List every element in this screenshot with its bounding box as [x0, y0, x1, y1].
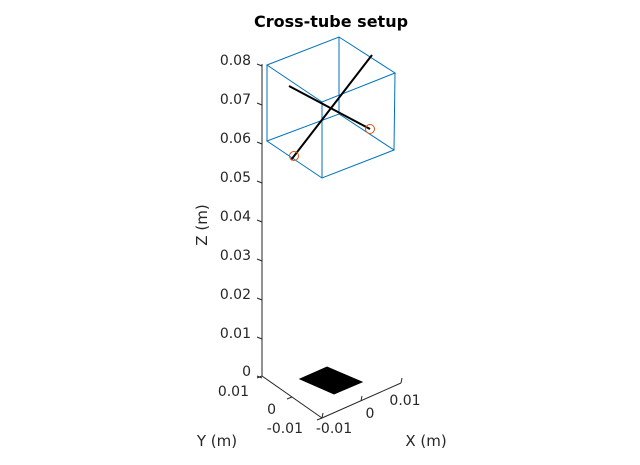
- z-tick-mark: [256, 258, 263, 262]
- x-tick-label: -0.01: [316, 421, 352, 437]
- z-tick-mark: [256, 102, 263, 106]
- base-plate: [298, 366, 364, 395]
- x-tick-mark: [321, 412, 324, 419]
- cube-top-face: [265, 36, 397, 103]
- cross-tubes: [288, 54, 373, 161]
- z-tick-mark: [256, 297, 263, 301]
- plot-title: Cross-tube setup: [254, 12, 408, 31]
- z-tick-label: 0.05: [220, 170, 251, 186]
- z-axis-label: Z (m): [193, 204, 211, 245]
- z-tick-mark: [256, 180, 263, 184]
- wireframe-cube: [265, 36, 397, 179]
- x-tick-label: 0: [366, 406, 375, 422]
- y-tick-mark: [316, 417, 323, 421]
- z-tick-label: 0.06: [220, 131, 251, 147]
- x-tick-mark: [360, 395, 363, 402]
- z-tick-mark: [256, 336, 263, 340]
- z-tick-label: 0: [242, 364, 251, 380]
- z-tick-label: 0.03: [220, 248, 251, 264]
- z-axis-ticks: [256, 63, 263, 379]
- z-tick-mark: [256, 141, 263, 145]
- z-axis: 0 0.01 0.02 0.03 0.04 0.05 0.06 0.07 0.0…: [193, 53, 263, 380]
- z-tick-label: 0.01: [220, 326, 251, 342]
- x-tick-mark: [400, 377, 403, 384]
- y-tick-mark: [256, 375, 263, 379]
- cube-edge: [393, 72, 396, 151]
- z-tick-mark: [256, 63, 263, 67]
- tube-short: [288, 85, 371, 130]
- z-tick-mark: [256, 219, 263, 223]
- cube-bottom-face: [265, 113, 396, 179]
- y-tick-label: 0.01: [218, 384, 249, 400]
- z-tick-label: 0.07: [220, 92, 251, 108]
- x-tick-label: 0.01: [389, 393, 420, 409]
- y-tick-mark: [286, 396, 293, 400]
- x-axis: -0.01 0 0.01 X (m): [316, 377, 447, 450]
- y-tick-label: 0: [267, 402, 276, 418]
- tube-end-marker: [365, 124, 375, 134]
- z-tick-label: 0.04: [220, 209, 251, 225]
- y-axis: 0.01 0 -0.01 Y (m): [196, 375, 323, 450]
- z-tick-label: 0.08: [220, 53, 251, 69]
- y-axis-label: Y (m): [196, 432, 237, 450]
- x-axis-label: X (m): [405, 432, 446, 450]
- tube-end-marker: [289, 151, 299, 161]
- y-tick-label: -0.01: [267, 421, 303, 437]
- z-tick-label: 0.02: [220, 287, 251, 303]
